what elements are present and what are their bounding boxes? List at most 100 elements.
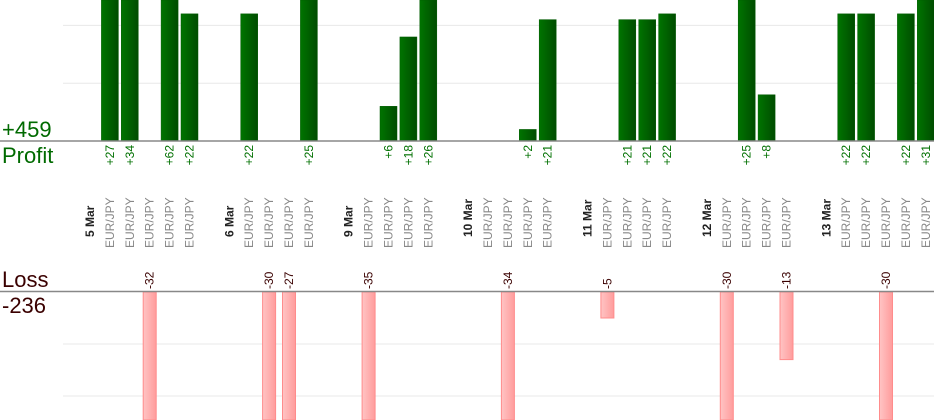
loss-bar[interactable]: [879, 291, 893, 420]
pair-label: EUR/JPY: [183, 197, 197, 248]
pair-label: EUR/JPY: [780, 197, 794, 248]
profit-value-label: +34: [123, 145, 137, 166]
profit-value-label: +8: [760, 145, 774, 159]
pair-label: EUR/JPY: [720, 197, 734, 248]
pair-label: EUR/JPY: [899, 197, 913, 248]
pair-label: EUR/JPY: [600, 197, 614, 248]
profit-bar[interactable]: [399, 36, 418, 142]
loss-value-label: -34: [501, 271, 515, 289]
loss-value-label: -5: [600, 278, 614, 289]
loss-label: Loss: [2, 267, 48, 292]
loss-value-label: -13: [780, 271, 794, 289]
profit-value-label: +22: [660, 145, 674, 166]
pair-label: EUR/JPY: [640, 197, 654, 248]
loss-value-label: -30: [879, 271, 893, 289]
loss-bar[interactable]: [361, 291, 376, 420]
profit-bar[interactable]: [519, 129, 537, 142]
profit-value-label: +27: [103, 145, 117, 166]
pair-label: EUR/JPY: [919, 197, 933, 248]
loss-bar[interactable]: [500, 291, 515, 420]
pair-label: EUR/JPY: [382, 197, 396, 248]
profit-bar[interactable]: [897, 13, 915, 142]
profit-bar[interactable]: [658, 13, 676, 142]
pair-label: EUR/JPY: [421, 197, 435, 248]
profit-value-label: +25: [740, 145, 754, 166]
pair-label: EUR/JPY: [760, 197, 774, 248]
loss-value-label: -27: [282, 271, 296, 289]
profit-value-label: +22: [899, 145, 913, 166]
profit-bar[interactable]: [160, 0, 179, 142]
profit-bar[interactable]: [180, 13, 199, 142]
profit-bar[interactable]: [737, 0, 756, 142]
pair-label: EUR/JPY: [541, 197, 555, 248]
profit-value-label: +21: [640, 145, 654, 166]
profit-bar[interactable]: [121, 0, 139, 142]
profit-bar[interactable]: [101, 0, 119, 142]
pair-label: EUR/JPY: [242, 197, 256, 248]
profit-value-label: +21: [620, 145, 634, 166]
profit-value-label: +22: [183, 145, 197, 166]
profit-bar[interactable]: [419, 0, 438, 142]
date-label: 6 Mar: [222, 205, 236, 237]
profit-bar[interactable]: [379, 106, 398, 142]
date-label: 13 Mar: [819, 199, 833, 237]
loss-bar[interactable]: [600, 291, 615, 319]
pair-label: EUR/JPY: [362, 197, 376, 248]
pair-label: EUR/JPY: [143, 197, 157, 248]
loss-value-label: -32: [143, 271, 157, 289]
loss-total: -236: [2, 293, 46, 318]
profit-bar[interactable]: [538, 19, 557, 142]
profit-bar[interactable]: [837, 13, 855, 142]
loss-value-label: -30: [720, 271, 734, 289]
pair-label: EUR/JPY: [103, 197, 117, 248]
pair-label: EUR/JPY: [740, 197, 754, 248]
profit-bar[interactable]: [638, 19, 656, 142]
pair-label: EUR/JPY: [282, 197, 296, 248]
gridlines: [63, 24, 934, 397]
profit-value-label: +26: [421, 145, 435, 166]
pair-label: EUR/JPY: [262, 197, 276, 248]
profit-value-label: +62: [163, 145, 177, 166]
profit-value-label: +2: [521, 145, 535, 159]
date-label: 12 Mar: [700, 199, 714, 237]
pair-label: EUR/JPY: [521, 197, 535, 248]
pair-label: EUR/JPY: [839, 197, 853, 248]
loss-bar[interactable]: [719, 291, 734, 420]
pair-label: EUR/JPY: [859, 197, 873, 248]
profit-bar[interactable]: [917, 0, 934, 142]
labels: 5 Mar EUR/JPY +27 EUR/JPY +34 EUR/JPY -32 EUR/J…: [83, 145, 933, 289]
profit-bar[interactable]: [300, 0, 318, 142]
profit-value-label: +6: [382, 145, 396, 159]
pair-label: EUR/JPY: [620, 197, 634, 248]
profit-value-label: +25: [302, 145, 316, 166]
bars: [101, 0, 934, 420]
profit-bar[interactable]: [618, 19, 637, 142]
loss-bar[interactable]: [282, 291, 296, 420]
loss-bar[interactable]: [262, 291, 277, 420]
pair-label: EUR/JPY: [501, 197, 515, 248]
profit-value-label: +18: [401, 145, 415, 166]
date-label: 10 Mar: [461, 199, 475, 237]
profit-value-label: +22: [859, 145, 873, 166]
pair-label: EUR/JPY: [481, 197, 495, 248]
profit-value-label: +31: [919, 145, 933, 166]
profit-bar[interactable]: [240, 13, 258, 142]
profit-value-label: +22: [242, 145, 256, 166]
pair-label: EUR/JPY: [879, 197, 893, 248]
profit-total: +459: [2, 117, 52, 142]
profit-label: Profit: [2, 143, 53, 168]
date-label: 5 Mar: [83, 205, 97, 237]
pair-label: EUR/JPY: [302, 197, 316, 248]
loss-value-label: -30: [262, 271, 276, 289]
profit-bar[interactable]: [857, 13, 875, 142]
pair-label: EUR/JPY: [660, 197, 674, 248]
loss-bar[interactable]: [779, 291, 794, 361]
pair-label: EUR/JPY: [163, 197, 177, 248]
loss-value-label: -35: [362, 271, 376, 289]
profit-bar[interactable]: [757, 94, 776, 142]
pair-label: EUR/JPY: [401, 197, 415, 248]
profit-value-label: +22: [839, 145, 853, 166]
date-label: 9 Mar: [342, 205, 356, 237]
loss-bar[interactable]: [142, 291, 157, 420]
